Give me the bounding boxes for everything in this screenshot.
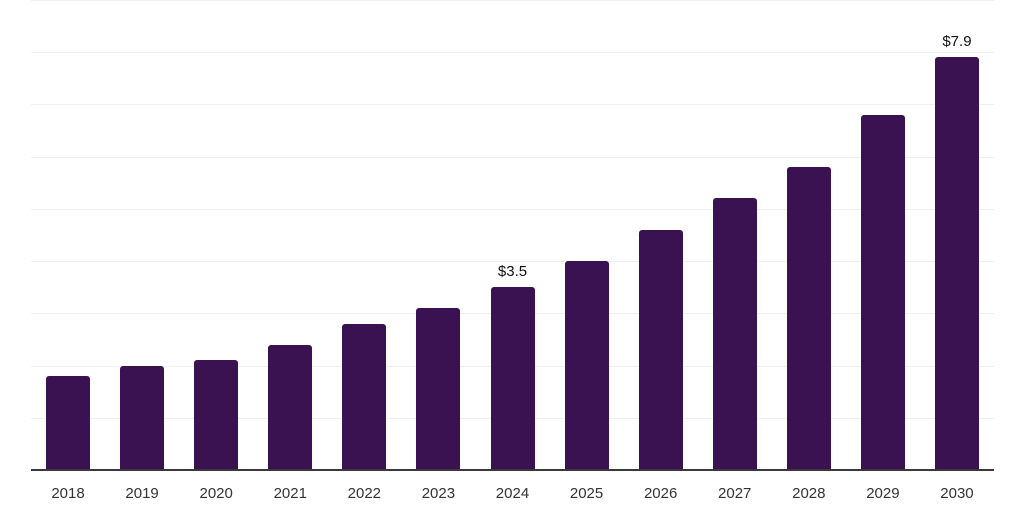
bar-2026 [638,229,683,470]
bar-2025 [564,261,609,470]
gridline [31,157,994,158]
gridline [31,0,994,1]
x-tick-label-2018: 2018 [51,485,85,502]
bar-2029 [860,114,905,470]
gridline [31,261,994,262]
x-tick-label-2029: 2029 [866,485,900,502]
x-tick-label-2021: 2021 [273,485,307,502]
bar-2022 [342,323,387,470]
bar-2030 [934,57,979,470]
gridline [31,104,994,105]
x-tick-label-2019: 2019 [125,485,159,502]
bar-2020 [194,360,239,470]
bar-2028 [786,167,831,470]
bar-2027 [712,198,757,470]
x-tick-label-2024: 2024 [495,485,530,502]
gridline [31,52,994,53]
bar-value-label-2024: $3.5 [497,263,528,281]
x-tick-label-2026: 2026 [643,485,678,502]
bar-value-label-2030: $7.9 [942,33,972,51]
x-tick-label-2030: 2030 [940,485,974,502]
x-axis-line [31,469,994,471]
x-tick-label-2027: 2027 [718,485,752,502]
x-tick-label-2028: 2028 [792,485,826,502]
x-tick-label-2022: 2022 [347,485,382,502]
x-tick-label-2023: 2023 [421,485,456,502]
bar-2024 [490,287,535,470]
bar-2021 [268,344,313,470]
gridline [31,209,994,210]
bar-2019 [120,365,165,470]
x-tick-label-2020: 2020 [199,485,233,502]
bar-2018 [46,376,91,470]
x-tick-label-2025: 2025 [569,485,604,502]
bar-2023 [416,308,461,470]
